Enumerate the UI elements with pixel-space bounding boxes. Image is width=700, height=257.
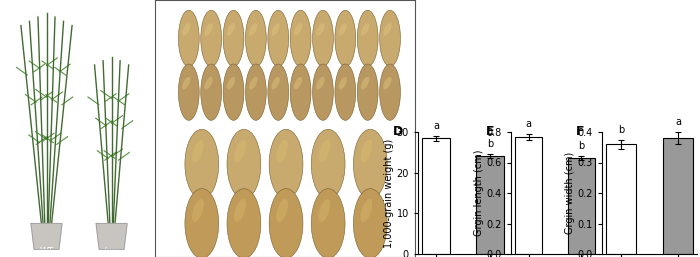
- Ellipse shape: [246, 64, 266, 120]
- Text: b: b: [578, 141, 584, 151]
- Ellipse shape: [354, 129, 387, 199]
- Text: lgw: lgw: [104, 247, 120, 256]
- Ellipse shape: [290, 64, 311, 120]
- Ellipse shape: [272, 23, 280, 36]
- Ellipse shape: [335, 64, 356, 120]
- Ellipse shape: [316, 23, 325, 36]
- Text: WT: WT: [39, 247, 54, 256]
- Text: A: A: [5, 8, 14, 21]
- Text: b: b: [618, 125, 624, 135]
- Ellipse shape: [178, 64, 199, 120]
- Ellipse shape: [335, 10, 356, 67]
- Ellipse shape: [227, 23, 235, 36]
- Bar: [568, 158, 595, 254]
- Ellipse shape: [249, 77, 258, 89]
- Text: C: C: [158, 132, 167, 145]
- Ellipse shape: [357, 10, 378, 67]
- Ellipse shape: [312, 129, 345, 199]
- Ellipse shape: [192, 199, 204, 222]
- Ellipse shape: [384, 23, 391, 36]
- Bar: [476, 157, 504, 254]
- Ellipse shape: [379, 64, 400, 120]
- Text: lgw: lgw: [160, 88, 175, 97]
- Ellipse shape: [361, 23, 370, 36]
- Text: a: a: [433, 121, 439, 131]
- Ellipse shape: [185, 129, 218, 199]
- Text: E: E: [486, 125, 495, 138]
- Ellipse shape: [379, 10, 400, 67]
- Text: a: a: [526, 119, 532, 129]
- Ellipse shape: [234, 140, 246, 163]
- Ellipse shape: [182, 23, 190, 36]
- Ellipse shape: [204, 23, 213, 36]
- Ellipse shape: [276, 199, 288, 222]
- Ellipse shape: [290, 10, 311, 67]
- Y-axis label: Grgin width (cm): Grgin width (cm): [565, 152, 575, 234]
- Ellipse shape: [316, 77, 325, 89]
- Ellipse shape: [361, 77, 370, 89]
- Ellipse shape: [223, 64, 244, 120]
- Polygon shape: [31, 224, 62, 249]
- Ellipse shape: [354, 189, 387, 257]
- Ellipse shape: [318, 140, 330, 163]
- Ellipse shape: [357, 64, 378, 120]
- Ellipse shape: [272, 77, 280, 89]
- Ellipse shape: [268, 64, 288, 120]
- Ellipse shape: [227, 77, 235, 89]
- Ellipse shape: [201, 64, 222, 120]
- Text: a: a: [675, 117, 681, 127]
- Text: B: B: [158, 4, 167, 17]
- Ellipse shape: [204, 77, 213, 89]
- Text: D: D: [393, 125, 403, 138]
- Polygon shape: [96, 224, 127, 249]
- Text: b: b: [486, 140, 493, 150]
- Y-axis label: Grgin length (cm): Grgin length (cm): [474, 150, 484, 236]
- Ellipse shape: [318, 199, 330, 222]
- Ellipse shape: [223, 10, 244, 67]
- Ellipse shape: [312, 189, 345, 257]
- Ellipse shape: [294, 23, 302, 36]
- Ellipse shape: [339, 23, 347, 36]
- Text: lgw: lgw: [160, 219, 175, 228]
- Text: WT: WT: [160, 160, 174, 169]
- Ellipse shape: [182, 77, 190, 89]
- Ellipse shape: [185, 189, 218, 257]
- Ellipse shape: [268, 10, 288, 67]
- Text: WT: WT: [160, 34, 174, 43]
- Y-axis label: 1,000-grain weight (g): 1,000-grain weight (g): [384, 138, 394, 248]
- Ellipse shape: [246, 10, 266, 67]
- Ellipse shape: [249, 23, 258, 36]
- Bar: [663, 138, 693, 254]
- Ellipse shape: [227, 129, 261, 199]
- Ellipse shape: [192, 140, 204, 163]
- Ellipse shape: [313, 64, 333, 120]
- Ellipse shape: [294, 77, 302, 89]
- Ellipse shape: [269, 189, 303, 257]
- Ellipse shape: [384, 77, 391, 89]
- Text: F: F: [575, 125, 584, 138]
- Bar: [515, 136, 543, 254]
- Ellipse shape: [276, 140, 288, 163]
- Bar: [606, 144, 636, 254]
- Ellipse shape: [339, 77, 347, 89]
- Ellipse shape: [313, 10, 333, 67]
- Ellipse shape: [360, 140, 372, 163]
- Bar: [422, 138, 450, 254]
- Ellipse shape: [227, 189, 261, 257]
- Ellipse shape: [269, 129, 303, 199]
- Ellipse shape: [360, 199, 372, 222]
- Ellipse shape: [234, 199, 246, 222]
- Ellipse shape: [201, 10, 222, 67]
- Ellipse shape: [178, 10, 199, 67]
